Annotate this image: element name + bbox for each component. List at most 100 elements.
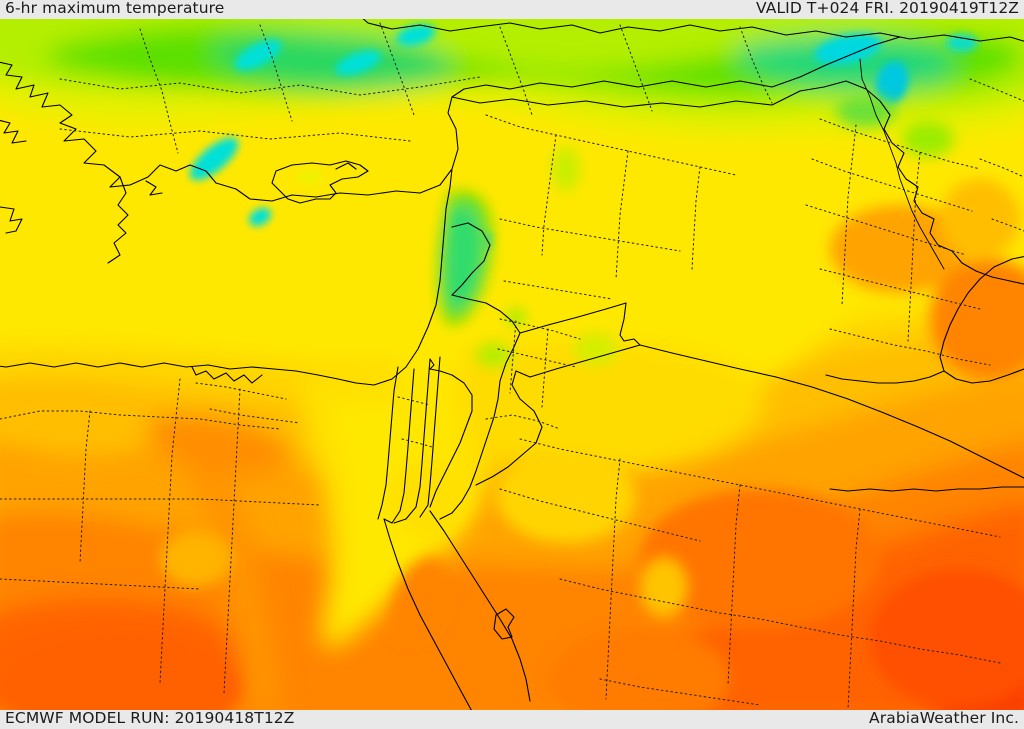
coast-greece-islands (0, 119, 27, 144)
coast-black-sea (362, 19, 1024, 42)
pocket-west-desert (160, 531, 232, 587)
coast-cyprus (271, 160, 369, 204)
coast-crete-west (0, 206, 23, 234)
border-syria-jordan-east (519, 302, 641, 346)
coast-cyprus-karpass (335, 162, 357, 170)
pocket-hejaz (640, 557, 688, 617)
border-turkey-syria (451, 90, 801, 108)
peak-cyan-taurus-w (234, 39, 282, 71)
coast-redsea-west (383, 518, 472, 710)
lobe-nw-egypt (0, 386, 162, 456)
peak-cyan-east-anatolia (814, 33, 882, 65)
prov-turkey-7 (739, 26, 773, 104)
peak-cyan-north-anatolia (396, 24, 436, 46)
border-iraq-iran-south (961, 262, 1024, 285)
prov-syria-5 (499, 218, 681, 252)
prov-saudi-5 (847, 508, 861, 710)
prov-saudi-7 (599, 678, 761, 706)
coast-levant-egypt-med (0, 168, 453, 386)
prov-syria-2 (541, 134, 557, 256)
prov-turkey-8 (59, 128, 411, 142)
patch-green-zagros (902, 121, 954, 157)
prov-turkey-2 (139, 28, 179, 154)
national-borders (429, 80, 1024, 520)
temperature-map[interactable] (0, 19, 1024, 710)
peak-cyan-caucasus (946, 34, 978, 52)
coast-turkey-syria-north (419, 36, 901, 194)
coast-nile-delta (191, 366, 263, 384)
lobe-nile-delta-hot (146, 415, 292, 477)
peak-cyan-taurus-s (248, 207, 272, 227)
prov-syria-6 (503, 280, 613, 300)
prov-jordan-2 (497, 348, 577, 368)
border-syria-lebanon (451, 222, 491, 296)
coast-suez-east (383, 368, 415, 524)
band-group-hot-lobes (0, 179, 1024, 710)
header-bar: 6-hr maximum temperature VALID T+024 FRI… (0, 0, 1024, 19)
page-title: 6-hr maximum temperature (5, 0, 225, 17)
coast-gulf-south (829, 486, 1024, 492)
temperature-field-svg (0, 19, 1024, 710)
patch-green-homs (552, 147, 580, 191)
strip-green-levant-core (444, 205, 483, 311)
coast-shatt-al-arab (825, 370, 945, 384)
footer-bar: ECMWF MODEL RUN: 20190418T12Z ArabiaWeat… (0, 709, 1024, 729)
lobe-south-egypt (0, 639, 240, 710)
prov-iran-3 (991, 218, 1024, 232)
prov-iraq-1 (819, 118, 981, 170)
peak-cyan-zagros-n (875, 61, 909, 105)
prov-egypt-5 (79, 410, 91, 564)
prov-iran-1 (969, 78, 1024, 102)
peak-cyan-pontic (335, 50, 381, 76)
prov-egypt-7 (209, 408, 301, 424)
prov-jordan-5 (485, 414, 561, 430)
lobe-iraq-central (830, 205, 970, 293)
prov-egypt-6 (195, 382, 287, 400)
coast-aqaba-east (419, 356, 441, 518)
coastlines (0, 19, 1024, 710)
prov-egypt-8 (0, 578, 201, 590)
patch-green-jabal-druze (574, 333, 618, 365)
band-group-levant-green (437, 95, 954, 367)
prov-sinai-1 (397, 396, 431, 406)
coast-aqaba-west (393, 358, 431, 524)
lobe-iraq-north (940, 179, 1020, 259)
coast-persian-gulf-north (939, 256, 1024, 384)
border-gaza (429, 358, 435, 370)
coast-turkey-south (0, 61, 421, 202)
coast-peloponnese (107, 176, 129, 264)
border-israel-egypt-sinai (429, 368, 473, 508)
border-iraq-iran-north (799, 80, 963, 264)
lobe-redsea-coast (390, 557, 450, 641)
attribution-label: ArabiaWeather Inc. (869, 709, 1019, 727)
border-israel-jordan (439, 332, 521, 520)
river-tigris (859, 58, 945, 270)
prov-iraq-5 (907, 152, 921, 342)
prov-turkey-1 (59, 76, 481, 96)
province-borders (0, 22, 1024, 710)
border-iraq-saudi (639, 344, 1024, 479)
lobe-iraq-south (930, 259, 1024, 379)
band-group-cool-pockets (160, 451, 688, 617)
prov-saudi-1 (519, 438, 1001, 538)
prov-saudi-3 (605, 458, 621, 700)
prov-iraq-6 (819, 268, 981, 310)
pocket-aqaba (388, 459, 472, 539)
coast-suez-west (377, 366, 399, 520)
prov-turkey-4 (379, 22, 415, 116)
lobe-asir-interior (550, 629, 730, 710)
prov-sinai-2 (401, 438, 433, 448)
prov-egypt-1 (0, 498, 321, 506)
prov-iraq-7 (829, 328, 991, 366)
plateau-nejd-north (453, 340, 765, 474)
prov-jordan-4 (541, 328, 549, 408)
prov-egypt-3 (159, 378, 181, 684)
coast-aegean-island (145, 180, 163, 196)
prov-egypt-2 (0, 410, 281, 430)
patch-cyprus-cool (296, 169, 324, 185)
patch-green-golan (476, 343, 512, 367)
prov-iran-2 (979, 158, 1024, 178)
prov-syria-3 (615, 150, 629, 280)
prov-saudi-4 (727, 484, 741, 686)
